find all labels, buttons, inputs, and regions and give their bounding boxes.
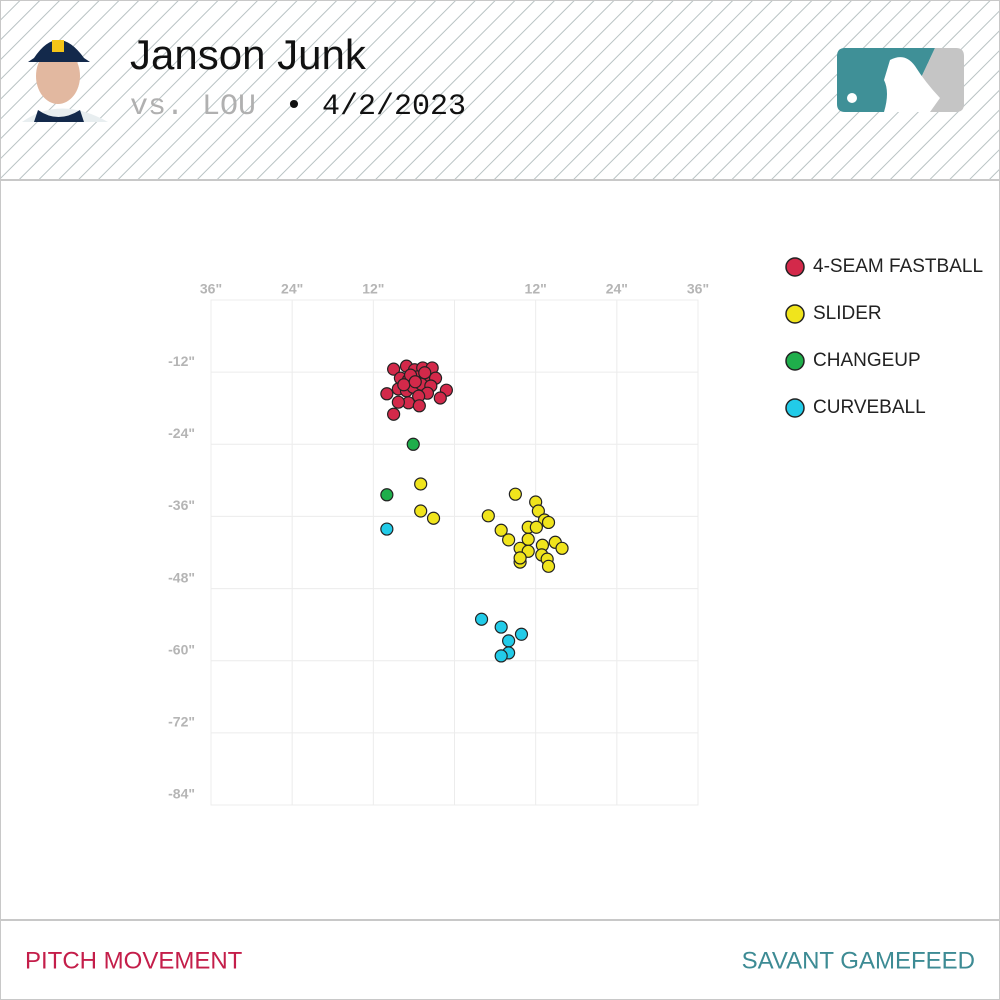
pitch-point [418,366,432,380]
y-tick-label: -48" [168,569,195,585]
legend-swatch [785,304,805,324]
pitch-point [397,378,411,392]
pitch-point [541,559,556,573]
pitch-point [531,504,545,518]
pitch-point [529,520,543,534]
footer-right: SAVANT GAMEFEED [742,947,975,974]
y-tick-label: -72" [168,714,195,730]
legend-swatch [785,257,805,277]
pitch-point [541,515,556,530]
legend-swatch [785,398,805,418]
legend-label: CHANGEUP [813,350,921,371]
player-avatar [22,40,108,122]
y-tick-label: -36" [168,497,195,513]
pitch-point [387,362,401,376]
y-tick-label: -60" [168,641,195,657]
pitch-point [414,477,428,491]
league-logo [837,48,964,112]
pitch-point [514,627,529,641]
pitch-point [406,437,420,451]
legend-label: 4-SEAM FASTBALL [813,256,983,277]
legend-label: CURVEBALL [813,397,926,418]
pitch-point [494,620,508,634]
x-tick-label: 36" [687,281,709,297]
x-tick-label: 24" [606,281,628,297]
pitch-point [412,399,426,413]
pitch-point [391,395,405,409]
separator: • [285,90,303,124]
plot-area [210,299,699,806]
pitch-point [508,487,522,501]
pitch-point [502,634,516,648]
header-background [0,0,1000,180]
pitch-point [387,407,401,421]
x-tick-label: 24" [281,281,303,297]
pitch-point [502,533,516,547]
opponent: vs. LOU [130,90,256,124]
y-tick-label: -12" [168,353,195,369]
game-date: 4/2/2023 [322,90,466,124]
pitch-point [408,375,422,389]
pitch-point [380,387,394,401]
pitch-point [481,509,495,523]
pitch-point [426,511,441,525]
pitch-point [474,612,489,626]
pitch-point [494,649,508,663]
pitch-point [414,504,428,518]
legend-swatch [785,351,805,371]
pitch-point [555,541,569,555]
pitch-point [513,551,527,565]
footer-left: PITCH MOVEMENT [25,947,243,974]
legend-label: SLIDER [813,303,882,324]
y-tick-label: -24" [168,425,195,441]
pitch-point [433,391,447,405]
pitch-point [380,488,394,502]
y-tick-label: -84" [168,786,195,802]
x-tick-label: 12" [362,281,384,297]
player-name: Janson Junk [130,31,367,78]
x-tick-label: 36" [200,281,222,297]
pitch-point [380,522,394,536]
x-tick-label: 12" [525,281,547,297]
pitch-point [494,523,508,537]
